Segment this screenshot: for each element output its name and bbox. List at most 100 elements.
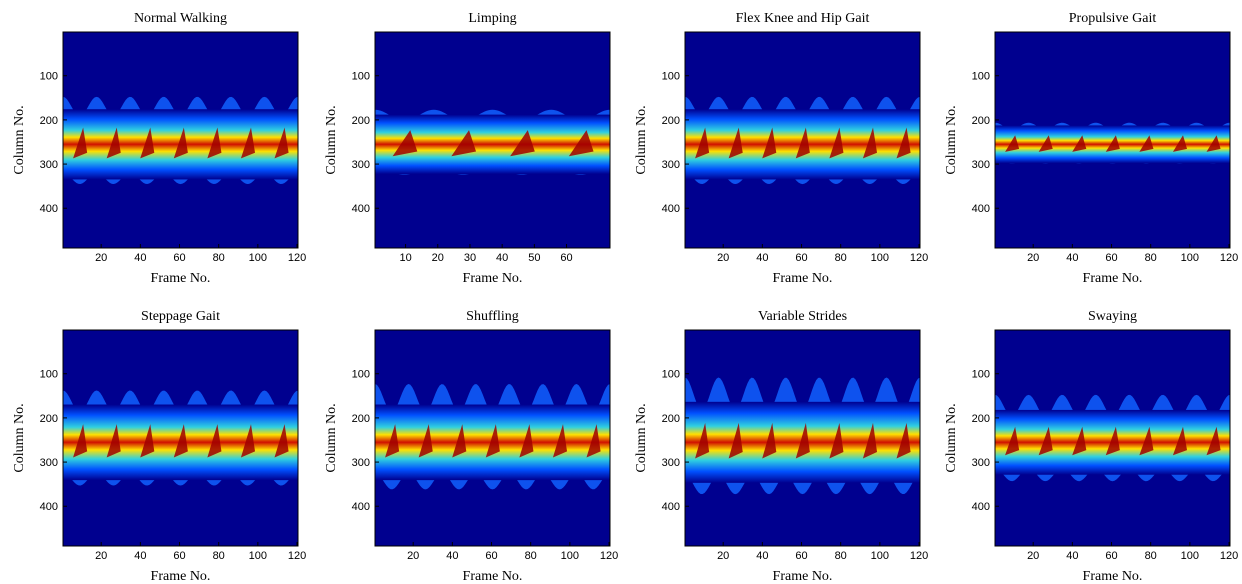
- streak: [1206, 426, 1221, 456]
- y-tick-label: 100: [352, 369, 370, 381]
- streak: [695, 127, 710, 159]
- chart-title: Limping: [468, 11, 516, 26]
- streak: [519, 424, 534, 458]
- x-tick-label: 40: [1066, 252, 1078, 264]
- y-axis-label: Column No.: [944, 403, 959, 472]
- streak: [896, 422, 911, 459]
- streak: [1072, 426, 1087, 456]
- y-tick-label: 200: [972, 413, 990, 425]
- x-tick-label: 20: [1027, 550, 1039, 562]
- streak: [240, 424, 256, 458]
- heatmap-image: [63, 32, 298, 248]
- axes-frame: [374, 329, 611, 547]
- streak: [451, 130, 477, 157]
- x-tick-label: 120: [910, 550, 928, 562]
- x-tick-label: 20: [1027, 252, 1039, 264]
- y-tick-label: 300: [40, 159, 58, 171]
- heatmap-image: [995, 32, 1230, 248]
- y-tick-label: 200: [662, 115, 680, 127]
- y-tick-label: 400: [972, 501, 990, 513]
- x-tick-label: 50: [528, 252, 540, 264]
- panel: 20 40 60 80 100 120 100 200 300 400 Swaying Frame N…: [944, 309, 1238, 584]
- panel: 20 40 60 80 100 120 100 200 300 400 Shuffling Frame…: [324, 309, 618, 584]
- y-tick-label: 200: [352, 115, 370, 127]
- streak: [207, 424, 222, 458]
- y-tick-label: 400: [662, 501, 680, 513]
- x-tick-label: 100: [871, 550, 889, 562]
- streak: [695, 422, 710, 459]
- streak: [762, 127, 777, 159]
- y-tick-label: 400: [40, 501, 58, 513]
- x-tick-label: 120: [600, 550, 618, 562]
- x-tick-label: 120: [1220, 550, 1238, 562]
- axes-frame: [684, 31, 921, 249]
- streak: [485, 424, 500, 458]
- y-tick-label: 100: [662, 369, 680, 381]
- y-tick-label: 400: [972, 203, 990, 215]
- x-tick-label: 20: [407, 550, 419, 562]
- x-axis-label: Frame No.: [151, 271, 211, 286]
- y-tick-label: 300: [352, 457, 370, 469]
- streak: [510, 130, 535, 157]
- y-tick-label: 300: [40, 457, 58, 469]
- streak: [1105, 426, 1120, 456]
- axes-frame: [374, 31, 611, 249]
- streak: [762, 422, 777, 459]
- streak: [829, 422, 844, 459]
- x-tick-label: 40: [496, 252, 508, 264]
- chart-title: Normal Walking: [134, 11, 227, 26]
- y-tick-label: 300: [352, 159, 370, 171]
- y-tick-label: 200: [40, 413, 58, 425]
- streak: [173, 127, 188, 159]
- axes-frame: [684, 329, 921, 547]
- x-tick-label: 120: [288, 252, 306, 264]
- x-axis-label: Frame No.: [773, 569, 833, 584]
- axes-frame: [994, 329, 1231, 547]
- y-axis-label: Column No.: [12, 403, 27, 472]
- streak: [173, 424, 188, 458]
- streak: [73, 127, 88, 159]
- chart-title: Swaying: [1088, 309, 1137, 324]
- x-tick-label: 60: [173, 252, 185, 264]
- streak: [274, 127, 289, 159]
- y-axis-label: Column No.: [634, 105, 649, 174]
- y-tick-label: 200: [352, 413, 370, 425]
- streak: [140, 424, 155, 458]
- y-tick-label: 300: [972, 457, 990, 469]
- x-tick-label: 20: [717, 252, 729, 264]
- x-tick-label: 100: [249, 550, 267, 562]
- y-tick-label: 400: [352, 203, 370, 215]
- streak: [106, 424, 121, 458]
- streak: [1172, 426, 1188, 456]
- streak: [829, 127, 844, 159]
- streak: [385, 424, 400, 458]
- y-tick-label: 200: [40, 115, 58, 127]
- streak: [392, 130, 418, 157]
- x-tick-label: 120: [910, 252, 928, 264]
- x-tick-label: 20: [432, 252, 444, 264]
- panel: 20 40 60 80 100 120 100 200 300 400 Flex Knee and …: [634, 11, 928, 286]
- x-tick-label: 40: [756, 252, 768, 264]
- y-tick-label: 300: [662, 159, 680, 171]
- streak: [418, 424, 433, 458]
- streak: [1038, 426, 1053, 456]
- y-axis-label: Column No.: [12, 105, 27, 174]
- chart-title: Variable Strides: [758, 309, 847, 324]
- streak: [207, 127, 222, 159]
- x-tick-label: 100: [561, 550, 579, 562]
- streak: [106, 127, 121, 159]
- x-axis-label: Frame No.: [773, 271, 833, 286]
- y-tick-label: 300: [972, 159, 990, 171]
- x-tick-label: 80: [213, 550, 225, 562]
- x-tick-label: 100: [1181, 252, 1199, 264]
- heatmap-image: [995, 330, 1230, 546]
- y-axis-label: Column No.: [324, 403, 339, 472]
- x-tick-label: 100: [249, 252, 267, 264]
- streak: [552, 424, 568, 458]
- streak: [1038, 135, 1053, 152]
- y-tick-label: 200: [662, 413, 680, 425]
- streak: [896, 127, 911, 159]
- streak: [73, 424, 88, 458]
- y-tick-label: 100: [972, 369, 990, 381]
- streak: [586, 424, 601, 458]
